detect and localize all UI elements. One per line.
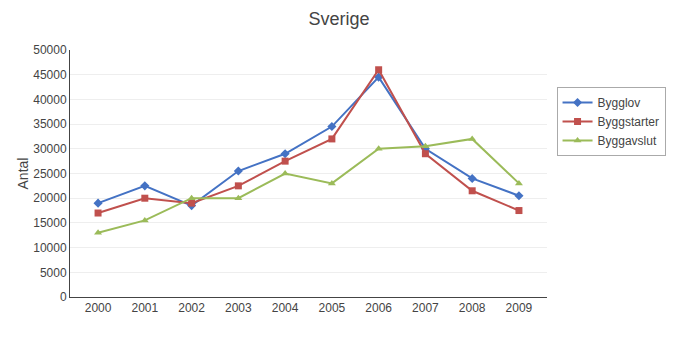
svg-text:Sverige: Sverige	[308, 9, 369, 29]
svg-text:Byggstarter: Byggstarter	[598, 115, 659, 129]
svg-text:2005: 2005	[319, 301, 346, 315]
svg-text:2007: 2007	[412, 301, 439, 315]
svg-text:10000: 10000	[33, 241, 67, 255]
svg-text:2002: 2002	[178, 301, 205, 315]
svg-text:20000: 20000	[33, 191, 67, 205]
svg-text:2003: 2003	[225, 301, 252, 315]
svg-text:35000: 35000	[33, 117, 67, 131]
svg-text:Antal: Antal	[15, 158, 31, 190]
svg-text:2004: 2004	[272, 301, 299, 315]
svg-text:0: 0	[60, 290, 67, 304]
svg-text:Byggavslut: Byggavslut	[598, 134, 657, 148]
svg-text:30000: 30000	[33, 142, 67, 156]
svg-text:Bygglov: Bygglov	[598, 96, 641, 110]
svg-text:50000: 50000	[33, 43, 67, 57]
svg-text:2001: 2001	[131, 301, 158, 315]
svg-text:15000: 15000	[33, 216, 67, 230]
svg-text:2000: 2000	[85, 301, 112, 315]
svg-text:25000: 25000	[33, 167, 67, 181]
svg-text:2009: 2009	[506, 301, 533, 315]
svg-text:2008: 2008	[459, 301, 486, 315]
svg-text:2006: 2006	[365, 301, 392, 315]
svg-text:5000: 5000	[40, 266, 67, 280]
svg-text:45000: 45000	[33, 68, 67, 82]
svg-text:40000: 40000	[33, 93, 67, 107]
